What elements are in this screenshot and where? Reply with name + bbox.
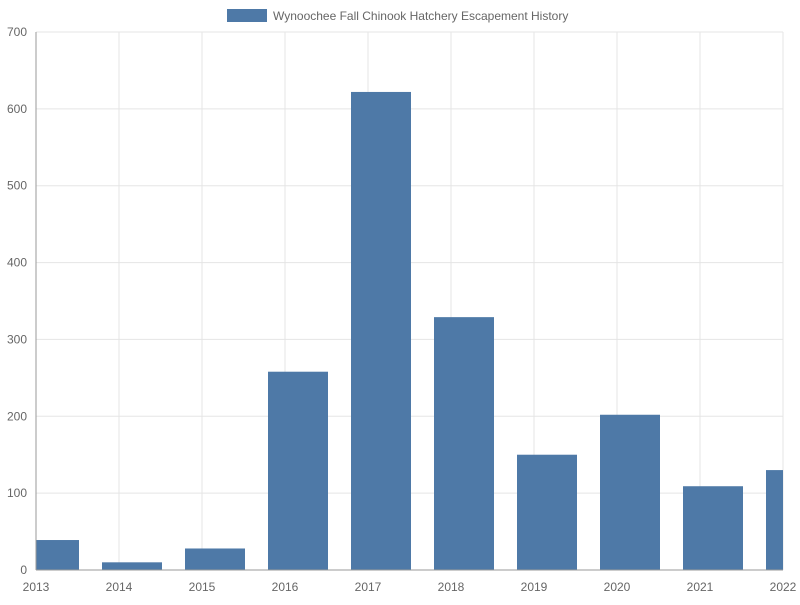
bar-2017[interactable] (351, 91, 411, 570)
x-tick-label: 2014 (106, 580, 133, 594)
y-tick-label: 500 (7, 179, 27, 193)
x-tick-label: 2021 (687, 580, 714, 594)
bar-2019[interactable] (517, 454, 577, 570)
x-tick-label: 2017 (355, 580, 382, 594)
x-tick-label: 2018 (438, 580, 465, 594)
x-tick-label: 2016 (272, 580, 299, 594)
bar-2022[interactable] (766, 470, 783, 570)
bar-2016[interactable] (268, 371, 328, 570)
x-axis-tick-labels: 2013 2014 2015 2016 2017 2018 2019 2020 2021 2022 (23, 580, 797, 594)
y-tick-label: 400 (7, 256, 27, 270)
x-tick-label: 2013 (23, 580, 50, 594)
y-tick-label: 0 (20, 563, 27, 577)
axes (35, 32, 783, 571)
legend[interactable]: Wynoochee Fall Chinook Hatchery Escapeme… (227, 9, 568, 23)
y-tick-label: 200 (7, 409, 27, 423)
x-tick-label: 2015 (189, 580, 216, 594)
y-tick-label: 600 (7, 102, 27, 116)
bar-2015[interactable] (185, 548, 245, 570)
legend-label: Wynoochee Fall Chinook Hatchery Escapeme… (273, 9, 568, 23)
y-tick-label: 100 (7, 486, 27, 500)
y-tick-label: 700 (7, 25, 27, 39)
legend-swatch (227, 9, 267, 22)
y-tick-label: 300 (7, 332, 27, 346)
bar-2018[interactable] (434, 317, 494, 570)
bar-2021[interactable] (683, 486, 743, 570)
bar-2013[interactable] (36, 540, 79, 570)
x-tick-label: 2020 (604, 580, 631, 594)
bars (36, 91, 783, 570)
x-tick-label: 2019 (521, 580, 548, 594)
bar-2020[interactable] (600, 414, 660, 570)
x-tick-label: 2022 (770, 580, 797, 594)
y-axis-tick-labels: 0 100 200 300 400 500 600 700 (7, 25, 27, 577)
bar-2014[interactable] (102, 562, 162, 570)
